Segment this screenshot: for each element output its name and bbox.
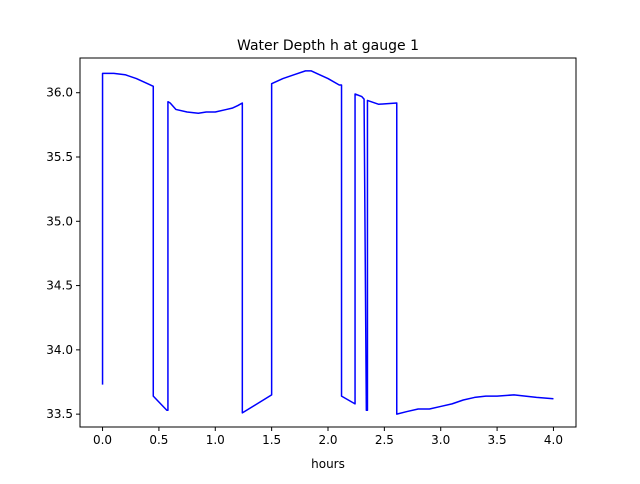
y-tick-label: 34.0	[46, 343, 73, 357]
x-tick-label: 0.5	[149, 433, 168, 447]
x-tick-label: 2.0	[318, 433, 337, 447]
x-tick-label: 2.5	[375, 433, 394, 447]
x-tick-label: 3.0	[431, 433, 450, 447]
x-tick-label: 1.0	[206, 433, 225, 447]
y-tick-label: 35.5	[46, 150, 73, 164]
y-tick-label: 34.5	[46, 279, 73, 293]
x-tick-label: 0.0	[93, 433, 112, 447]
y-tick-label: 33.5	[46, 407, 73, 421]
x-tick-label: 4.0	[544, 433, 563, 447]
chart-title: Water Depth h at gauge 1	[237, 38, 419, 54]
y-tick-label: 36.0	[46, 86, 73, 100]
y-tick-label: 35.0	[46, 214, 73, 228]
x-tick-label: 3.5	[488, 433, 507, 447]
series-line-1	[101, 70, 554, 415]
plot-area: 0.0 0.5 1.0 1.5 2.0 2.5 3.0 3.5 4.0 33.5 34.0 34.5 3…	[46, 57, 577, 447]
x-tick-label: 1.5	[262, 433, 281, 447]
x-axis-label: hours	[311, 457, 345, 471]
